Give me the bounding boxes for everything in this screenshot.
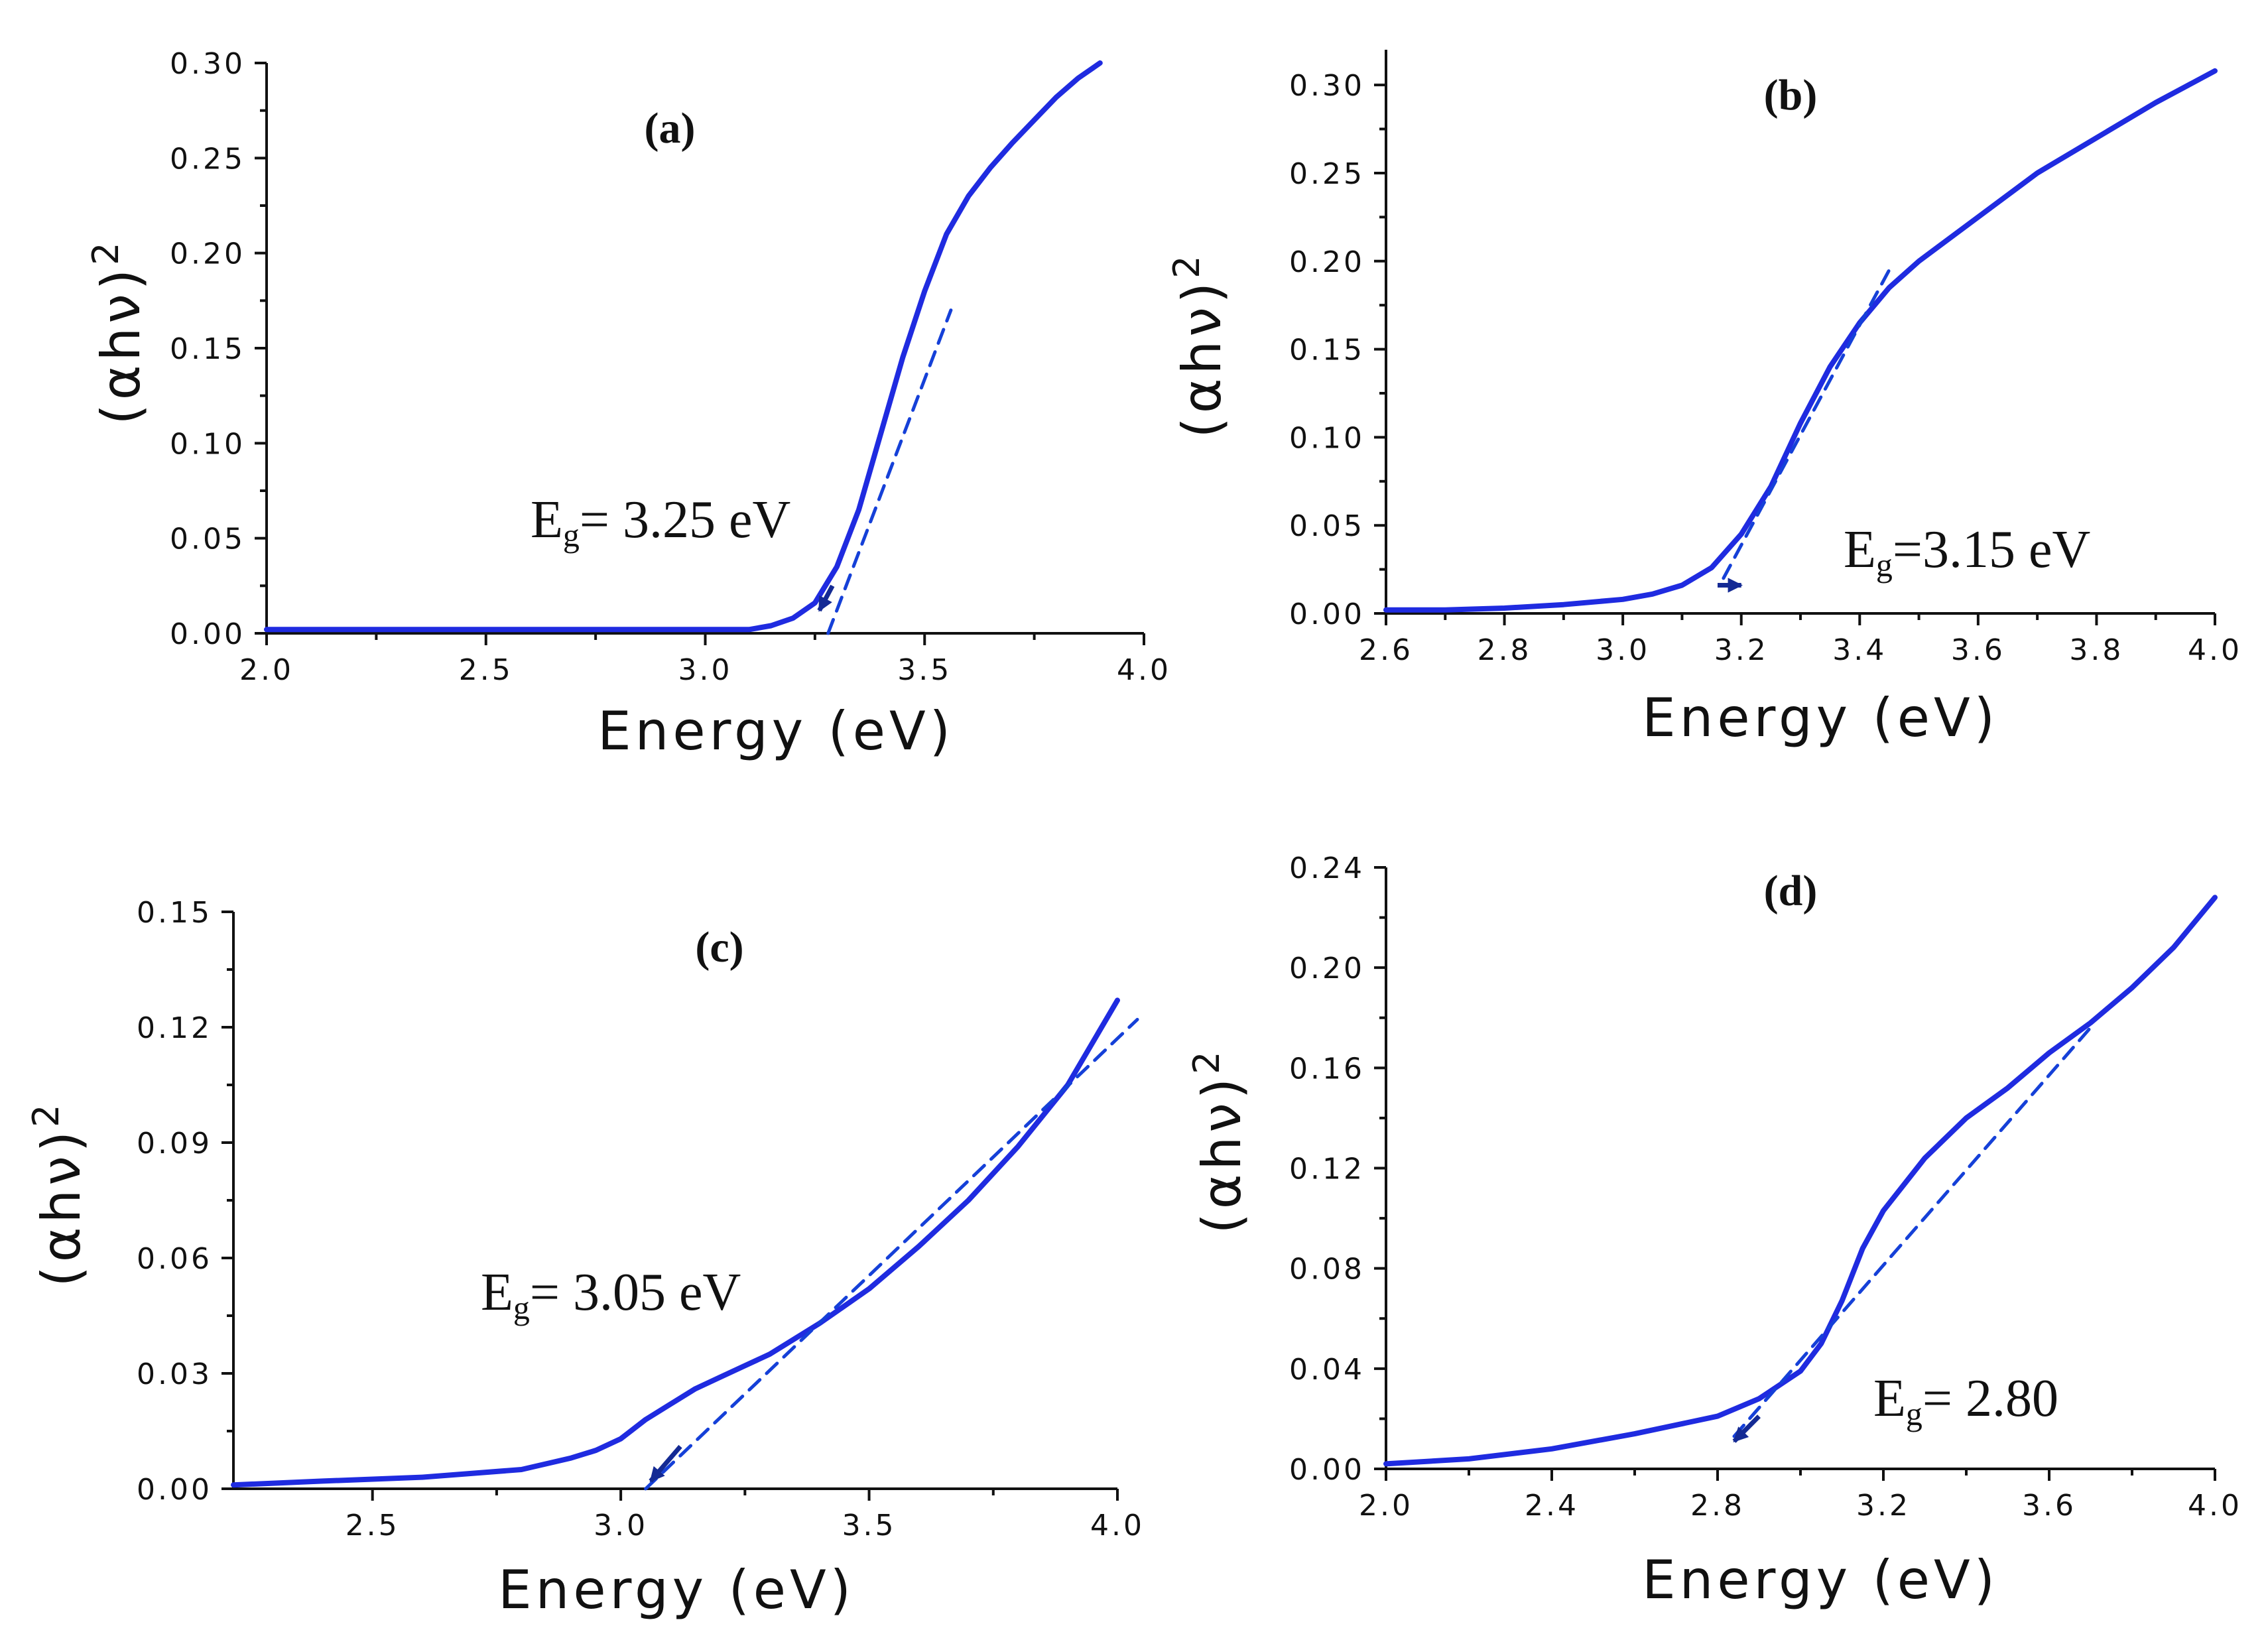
panel-a-label: (a) [645, 104, 696, 153]
panel-b-bandgap-annotation: Eg=3.15 eV [1844, 521, 2090, 584]
panel-b: 2.6 2.8 3.0 3.2 3.4 3.6 3.8 4.0 0.00 0.05 0.10 0.1… [1166, 50, 2242, 749]
x-tick-label: 3.0 [1596, 633, 1650, 667]
panel-c-y-ticks: 0.00 0.03 0.06 0.09 0.12 0.15 [137, 896, 233, 1507]
panel-d-bandgap-annotation: Eg= 2.80 [1873, 1369, 2058, 1432]
panel-c: 2.5 3.0 3.5 4.0 0.00 0.03 0.06 0.09 0.12 0.15 En… [25, 896, 1145, 1621]
panel-b-x-ticks: 2.6 2.8 3.0 3.2 3.4 3.6 3.8 4.0 [1359, 613, 2242, 667]
y-tick-label: 0.06 [137, 1242, 212, 1276]
y-tick-label: 0.10 [1289, 421, 1365, 455]
panel-a-y-ticks: 0.00 0.05 0.10 0.15 0.20 0.25 0.30 [170, 47, 267, 651]
panel-b-y-ticks: 0.00 0.05 0.10 0.15 0.20 0.25 0.30 [1289, 69, 1386, 631]
y-tick-label: 0.16 [1289, 1052, 1365, 1086]
y-tick-label: 0.00 [137, 1473, 212, 1507]
panel-a-series [264, 60, 1103, 635]
panel-b-series [1383, 68, 2218, 613]
panel-b-label: (b) [1764, 71, 1818, 119]
y-tick-label: 0.03 [137, 1357, 212, 1391]
panel-a-bandgap-annotation: Eg= 3.25 eV [531, 491, 790, 554]
y-tick-label: 0.00 [1289, 597, 1365, 631]
panel-d-label: (d) [1764, 867, 1818, 915]
panel-c-y-axis-label: (αhν)2 [25, 1101, 92, 1287]
y-tick-label: 0.05 [1289, 509, 1365, 543]
panel-d-linear-fit-line [1732, 1021, 2097, 1438]
y-tick-label: 0.20 [1289, 952, 1365, 985]
panel-a-arrow [817, 584, 835, 612]
y-tick-label: 0.25 [1289, 157, 1365, 191]
x-tick-label: 3.6 [1951, 633, 2005, 667]
panel-d-arrow [1732, 1414, 1761, 1443]
panel-a-x-ticks: 2.0 2.5 3.0 3.5 4.0 [239, 633, 1171, 687]
y-tick-label: 0.05 [170, 523, 245, 556]
panel-b-y-axis-label: (αhν)2 [1166, 252, 1233, 438]
y-tick-label: 0.10 [170, 427, 245, 461]
panel-c-label: (c) [695, 923, 743, 972]
y-tick-label: 0.09 [137, 1127, 212, 1161]
panel-a-bandgap-arrow [817, 584, 835, 612]
x-tick-label: 2.8 [1478, 633, 1532, 667]
x-tick-label: 3.2 [1856, 1489, 1911, 1523]
panel-d-x-axis-label: Energy (eV) [1642, 1549, 1999, 1611]
x-tick-label: 3.6 [2022, 1489, 2076, 1523]
panel-b-data-curve [1383, 68, 2218, 613]
x-tick-label: 2.6 [1359, 633, 1413, 667]
x-tick-label: 3.5 [897, 653, 952, 687]
panel-c-bandgap-arrow [649, 1444, 682, 1483]
panel-a-x-axis-label: Energy (eV) [598, 700, 954, 762]
panel-d-x-ticks: 2.0 2.4 2.8 3.2 3.6 4.0 [1359, 1469, 2242, 1523]
x-tick-label: 3.8 [2069, 633, 2123, 667]
y-tick-label: 0.15 [1289, 334, 1365, 367]
panel-c-linear-fit-line [644, 1017, 1139, 1491]
x-tick-label: 2.5 [346, 1509, 400, 1542]
y-tick-label: 0.15 [137, 896, 212, 930]
x-tick-label: 3.2 [1714, 633, 1769, 667]
y-tick-label: 0.30 [170, 47, 245, 81]
y-tick-label: 0.00 [1289, 1453, 1365, 1487]
x-tick-label: 3.0 [678, 653, 733, 687]
panel-d-bandgap-arrow [1732, 1414, 1761, 1443]
x-tick-label: 2.0 [1359, 1489, 1413, 1523]
panel-d-y-axis-label: (αhν)2 [1186, 1048, 1253, 1234]
panel-b-x-axis-label: Energy (eV) [1642, 687, 1999, 749]
y-tick-label: 0.24 [1289, 851, 1365, 885]
x-tick-label: 2.8 [1690, 1489, 1745, 1523]
panel-c-bandgap-annotation: Eg= 3.05 eV [481, 1263, 741, 1326]
panel-d: 2.0 2.4 2.8 3.2 3.6 4.0 0.000.040.080.120.160… [1186, 851, 2242, 1611]
y-tick-label: 0.00 [170, 617, 245, 651]
x-tick-label: 2.4 [1525, 1489, 1579, 1523]
y-tick-label: 0.04 [1289, 1353, 1365, 1387]
panel-c-series [231, 997, 1139, 1491]
panel-b-linear-fit-line [1722, 268, 1891, 580]
panel-c-x-ticks: 2.5 3.0 3.5 4.0 [346, 1489, 1145, 1542]
x-tick-label: 4.0 [1090, 1509, 1145, 1542]
y-tick-label: 0.15 [170, 332, 245, 366]
x-tick-label: 2.5 [459, 653, 513, 687]
x-tick-label: 4.0 [1117, 653, 1171, 687]
panel-a-data-curve [264, 60, 1103, 633]
panel-d-series [1383, 895, 2218, 1467]
y-tick-label: 0.08 [1289, 1253, 1365, 1287]
panel-c-arrow [649, 1444, 682, 1483]
y-tick-label: 0.20 [170, 237, 245, 271]
y-tick-label: 0.25 [170, 142, 245, 176]
panel-a: 2.0 2.5 3.0 3.5 4.0 0.00 0.05 0.10 0.15 0.20 0.25… [85, 47, 1171, 762]
panel-a-y-axis-label: (αhν)2 [85, 239, 152, 425]
y-tick-label: 0.30 [1289, 69, 1365, 103]
x-tick-label: 4.0 [2188, 1489, 2242, 1523]
y-tick-label: 0.12 [1289, 1153, 1365, 1186]
x-tick-label: 2.0 [239, 653, 294, 687]
panel-d-data-curve [1383, 895, 2218, 1467]
panel-c-x-axis-label: Energy (eV) [498, 1559, 855, 1621]
x-tick-label: 3.5 [842, 1509, 897, 1542]
panel-a-linear-fit-line [826, 308, 953, 635]
panel-d-y-ticks: 0.00 0.04 0.08 0.12 0.16 0.20 0.24 [1289, 851, 1386, 1487]
x-tick-label: 3.4 [1832, 633, 1887, 667]
y-tick-label: 0.20 [1289, 245, 1365, 279]
y-tick-label: 0.12 [137, 1011, 212, 1045]
panel-c-data-curve [231, 997, 1120, 1488]
x-tick-label: 4.0 [2188, 633, 2242, 667]
x-tick-label: 3.0 [594, 1509, 648, 1542]
